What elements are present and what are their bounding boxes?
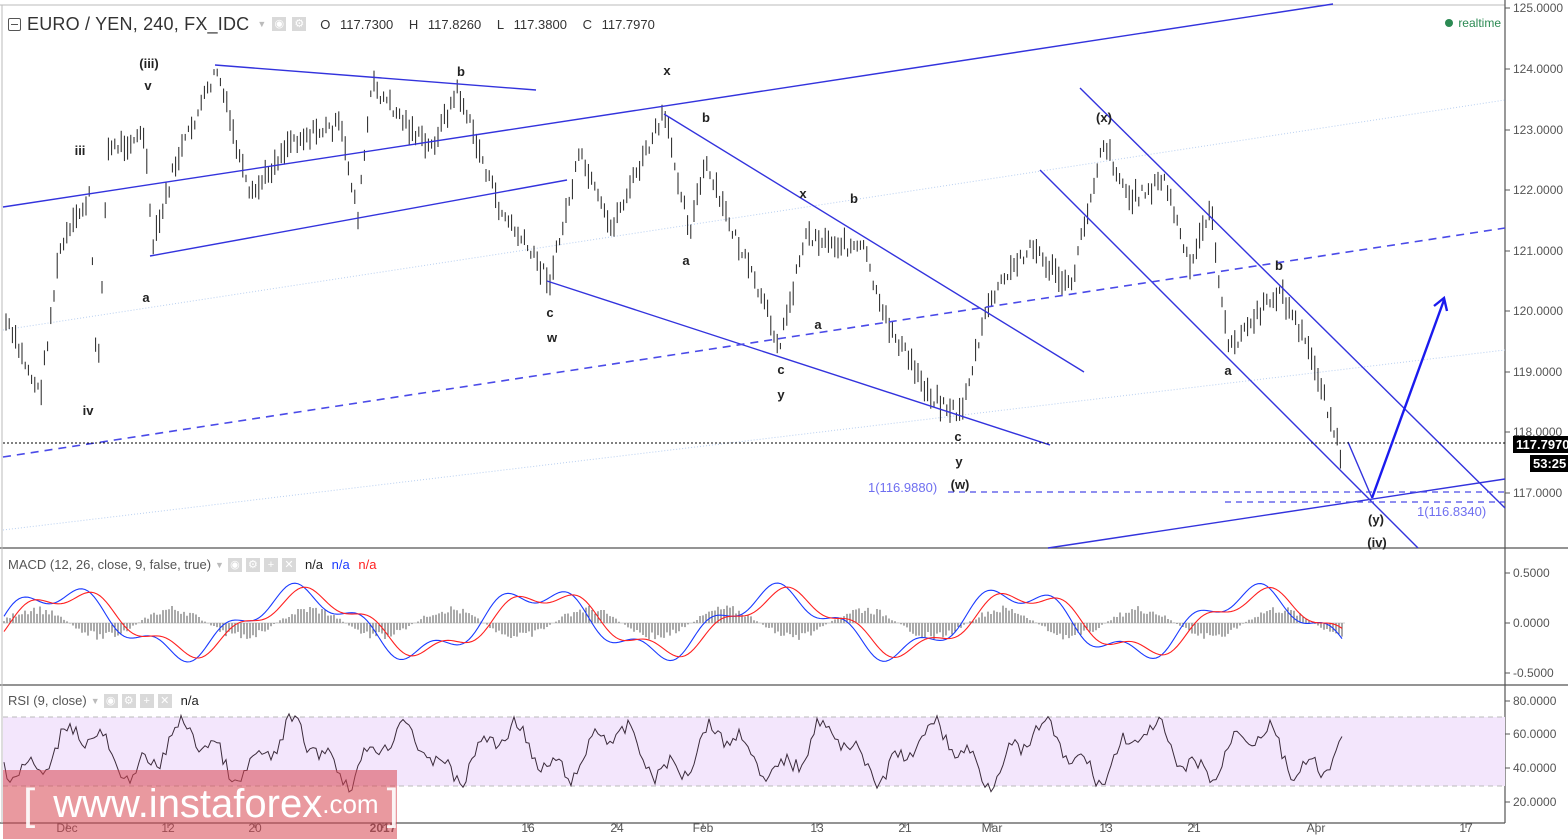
gear-icon[interactable]: ⚙ xyxy=(245,557,260,572)
bar-countdown: 53:25 xyxy=(1530,455,1568,472)
time-tick: 21 xyxy=(898,821,912,835)
wave-label: b xyxy=(702,110,710,125)
macd-tick: -0.5000 xyxy=(1513,666,1554,680)
rsi-tick: 40.0000 xyxy=(1513,761,1557,775)
time-tick: 13 xyxy=(810,821,824,835)
watermark-bracket: [ xyxy=(23,779,36,829)
time-tick: Apr xyxy=(1306,821,1326,835)
macd-title[interactable]: MACD (12, 26, close, 9, false, true) xyxy=(8,557,212,572)
macd-tick: 0.5000 xyxy=(1513,566,1550,580)
time-tick: 24 xyxy=(610,821,624,835)
time-tick: 17 xyxy=(1459,821,1473,835)
watermark-bracket: ] xyxy=(386,779,399,829)
chevron-down-icon[interactable]: ▼ xyxy=(90,695,100,706)
wave-label: c xyxy=(777,362,785,377)
price-tick: 120.0000 xyxy=(1513,304,1564,318)
wave-label: iii xyxy=(74,143,86,158)
close-icon[interactable]: ✕ xyxy=(157,693,172,708)
gear-icon[interactable]: ⚙ xyxy=(292,17,307,31)
wave-label: a xyxy=(1224,363,1232,378)
low-label: L xyxy=(496,16,505,32)
rsi-header: RSI (9, close) ▼ ◉ ⚙ + ✕ n/a xyxy=(8,693,199,708)
price-tick: 119.0000 xyxy=(1513,365,1563,379)
time-tick: 13 xyxy=(1099,821,1113,835)
macd-values: n/a n/a n/a xyxy=(300,557,376,572)
status-dot-icon xyxy=(1445,19,1454,27)
wave-label: y xyxy=(955,454,963,469)
time-tick: 21 xyxy=(1187,821,1201,835)
realtime-indicator: realtime xyxy=(1445,16,1501,30)
fib-target-label: 1(116.8340) xyxy=(1417,504,1487,519)
fib-target-label: 1(116.9880) xyxy=(868,480,938,495)
collapse-button[interactable] xyxy=(8,17,21,31)
wave-label: b xyxy=(850,191,858,206)
close-value: 117.7970 xyxy=(601,16,655,32)
wave-label: y xyxy=(777,387,785,402)
wave-label: x xyxy=(799,186,807,201)
wave-label: a xyxy=(682,253,690,268)
wave-label: c xyxy=(546,305,554,320)
open-value: 117.7300 xyxy=(340,16,394,32)
realtime-label: realtime xyxy=(1458,16,1501,30)
wave-label: c xyxy=(954,429,962,444)
chevron-down-icon[interactable]: ▼ xyxy=(215,559,224,570)
rsi-value: n/a xyxy=(180,693,199,708)
watermark-suffix: .com xyxy=(322,789,379,819)
wave-label: v xyxy=(144,78,152,93)
time-tick: Feb xyxy=(692,821,714,835)
plus-icon[interactable]: + xyxy=(139,693,154,708)
wave-label: b xyxy=(457,64,465,79)
wave-label: (iv) xyxy=(1367,535,1387,550)
high-value: 117.8260 xyxy=(427,16,482,32)
wave-label: x xyxy=(663,63,671,78)
wave-label: iv xyxy=(82,403,94,418)
rsi-values: n/a xyxy=(176,693,199,708)
rsi-tick: 20.0000 xyxy=(1513,795,1557,809)
price-tick: 117.0000 xyxy=(1513,486,1563,500)
macd-header: MACD (12, 26, close, 9, false, true) ▼ ◉… xyxy=(8,557,376,572)
price-tick: 118.0000 xyxy=(1513,425,1563,439)
signal-value: n/a xyxy=(358,557,377,572)
wave-label: (x) xyxy=(1096,110,1112,125)
close-label: C xyxy=(582,16,592,32)
last-price-tag: 117.7970 xyxy=(1513,436,1568,453)
close-icon[interactable]: ✕ xyxy=(281,557,296,572)
wave-label: (y) xyxy=(1368,512,1384,527)
time-tick: Mar xyxy=(981,821,1003,835)
macd-value: n/a xyxy=(331,557,350,572)
price-tick: 122.0000 xyxy=(1513,183,1564,197)
histogram-value: n/a xyxy=(304,557,324,572)
chart-header: EURO / YEN, 240, FX_IDC ▼ ◉ ⚙ O 117.7300… xyxy=(8,14,667,34)
gear-icon[interactable]: ⚙ xyxy=(121,693,136,708)
eye-icon[interactable]: ◉ xyxy=(227,557,242,572)
ohlc-values: O 117.7300 H 117.8260 L 117.3800 C 117.7… xyxy=(320,17,667,32)
plus-icon[interactable]: + xyxy=(263,557,278,572)
chevron-down-icon[interactable]: ▼ xyxy=(257,19,267,29)
rsi-tick: 80.0000 xyxy=(1513,694,1557,708)
wave-label: (w) xyxy=(950,477,970,492)
eye-icon[interactable]: ◉ xyxy=(103,693,118,708)
price-tick: 123.0000 xyxy=(1513,123,1564,137)
watermark-text: www.instaforex xyxy=(53,782,323,826)
time-tick: 16 xyxy=(521,821,535,835)
wave-label: a xyxy=(142,290,150,305)
macd-tick: 0.0000 xyxy=(1513,616,1550,630)
price-tick: 125.0000 xyxy=(1513,1,1564,15)
price-tick: 124.0000 xyxy=(1513,62,1564,76)
low-value: 117.3800 xyxy=(513,16,567,32)
rsi-title[interactable]: RSI (9, close) xyxy=(8,693,87,708)
wave-label: a xyxy=(814,317,822,332)
symbol-title[interactable]: EURO / YEN, 240, FX_IDC xyxy=(27,13,250,34)
high-label: H xyxy=(408,16,419,32)
open-label: O xyxy=(320,16,331,32)
wave-label: (iii) xyxy=(139,56,159,71)
rsi-tick: 60.0000 xyxy=(1513,727,1557,741)
eye-icon[interactable]: ◉ xyxy=(272,17,287,31)
wave-label: b xyxy=(1275,258,1283,273)
wave-label: w xyxy=(546,330,558,345)
price-tick: 121.0000 xyxy=(1513,244,1564,258)
watermark: [ www.instaforex .com ] xyxy=(3,770,399,839)
